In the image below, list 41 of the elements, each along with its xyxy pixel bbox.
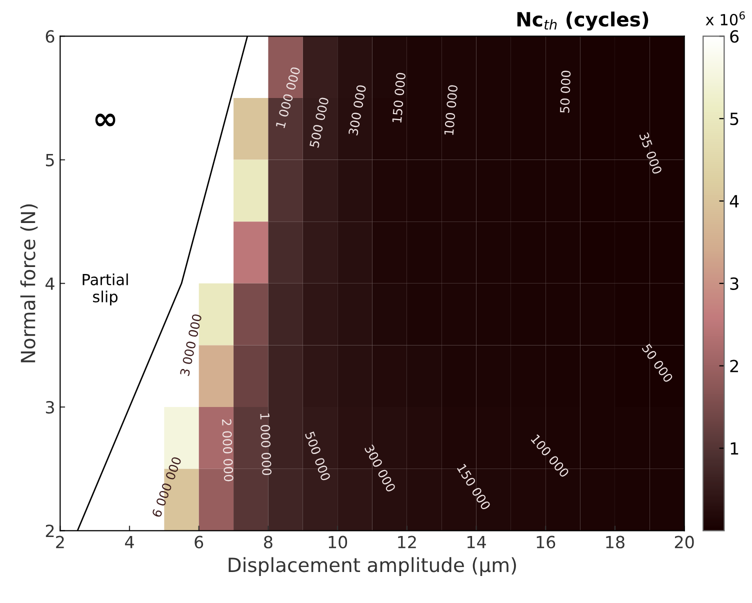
annotation: 300 000 <box>348 84 366 136</box>
annotation: 3 000 000 <box>180 314 202 376</box>
x-tick-label: 16 <box>536 536 556 548</box>
annotation: 6 000 000 <box>152 456 182 518</box>
y-tick-label: 6 <box>46 30 54 43</box>
annotation: ∞ <box>95 114 116 126</box>
color-bar-label: 2 <box>730 360 738 372</box>
x-tick-label: 12 <box>398 536 416 548</box>
y-tick-label: 4 <box>46 278 54 290</box>
annotation: 500 000 <box>309 97 329 148</box>
x-tick-label: 10 <box>328 536 348 548</box>
y-tick-label: 3 <box>46 400 54 414</box>
annotation: 150 000 <box>392 72 406 123</box>
color-bar-label: 3 <box>730 277 738 290</box>
annotation: 1 000 000 <box>276 66 301 128</box>
annotation: 300 000 <box>364 444 396 493</box>
color-bar-label: 1 <box>730 442 738 455</box>
y-tick-label: 2 <box>46 524 54 537</box>
color-bar-title: Nc$_{th}$ (cycles) <box>517 12 648 31</box>
x-tick-label: 18 <box>606 536 624 548</box>
x-tick-label: 2 <box>56 536 64 548</box>
y-tick-label: 5 <box>46 154 54 166</box>
annotation: 100 000 <box>444 84 458 136</box>
annotation: 500 000 <box>304 431 331 482</box>
x-axis-title: Displacement amplitude (µm) <box>228 557 516 576</box>
x-tick-label: 8 <box>264 536 272 548</box>
annotation: 1 000 000 <box>260 413 272 476</box>
color-bar-label: 5 <box>730 112 738 126</box>
text: x 10$^{6}$ <box>706 11 745 26</box>
x-tick-label: 14 <box>467 536 486 548</box>
color-bar-label: 4 <box>730 195 739 208</box>
annotation: 2 000 000 <box>222 419 234 482</box>
annotation: 35 000 <box>639 132 662 175</box>
x-tick-label: 6 <box>194 536 204 548</box>
annotation: Partial slip <box>82 273 128 306</box>
color-bar-label: 6 <box>730 30 739 43</box>
x-tick-label: 4 <box>125 536 134 548</box>
annotation: 100 000 <box>530 434 570 478</box>
annotation: 50 000 <box>560 70 571 113</box>
y-axis-title: Normal force (N) <box>20 204 38 362</box>
x-tick-label: 20 <box>674 536 694 548</box>
